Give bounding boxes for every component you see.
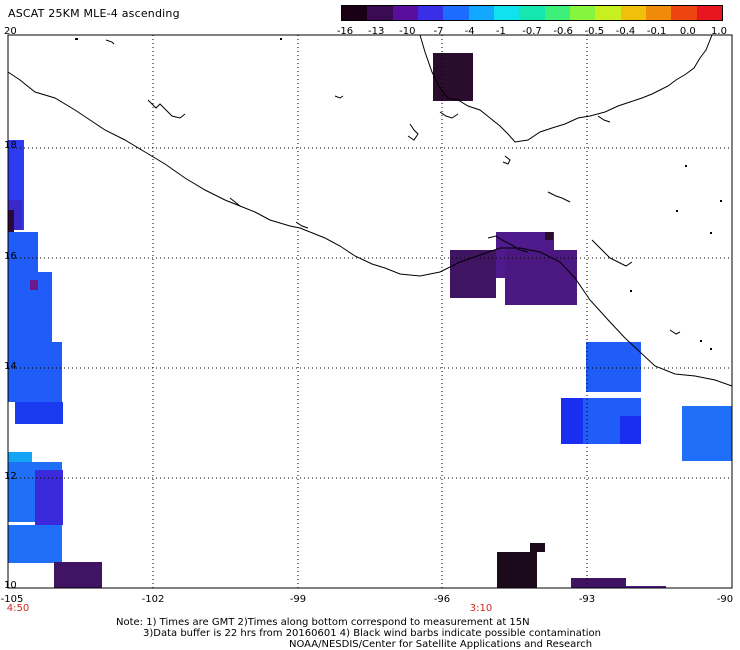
note-line-1: Note: 1) Times are GMT 2)Times along bot…	[116, 617, 530, 628]
color-bar-segment	[392, 6, 419, 20]
swath-cell	[54, 562, 102, 588]
swath-cell	[620, 416, 641, 444]
swath-cell	[15, 402, 63, 424]
color-bar-label: -0.6	[553, 26, 573, 37]
color-bar	[341, 5, 723, 21]
lon-label-93: -93	[578, 594, 596, 605]
map-title: ASCAT 25KM MLE-4 ascending	[8, 7, 180, 20]
swath-cell	[682, 406, 732, 461]
color-bar-segment	[570, 6, 596, 20]
lat-label-10: 10	[4, 580, 17, 591]
color-bar-label: -16	[336, 26, 354, 37]
swath-cell	[8, 210, 14, 232]
color-bar-segment	[418, 6, 444, 20]
plot-frame	[7, 34, 733, 589]
swath-cell	[505, 250, 577, 305]
swath-cell	[497, 552, 537, 588]
lon-label-96: -96	[433, 594, 451, 605]
lon-label-90: -90	[716, 594, 734, 605]
swath-cell	[626, 586, 666, 588]
color-bar-label: -0.5	[584, 26, 605, 37]
scatterometer-swaths	[8, 53, 732, 588]
swath-cell	[8, 342, 62, 402]
swath-cell	[8, 232, 38, 272]
color-bar-label: -10	[399, 26, 416, 37]
color-bar-segment	[443, 6, 470, 20]
color-bar-label: -0.4	[615, 26, 636, 37]
lat-label-20: 20	[4, 26, 17, 37]
color-bar-label: -7	[433, 26, 444, 37]
color-bar-segment	[342, 6, 368, 20]
color-bar-segment	[519, 6, 546, 20]
color-bar-segment	[671, 6, 698, 20]
note-line-3: NOAA/NESDIS/Center for Satellite Applica…	[289, 639, 593, 650]
swath-cell	[30, 280, 38, 290]
color-bar-segment	[494, 6, 520, 20]
swath-cell	[35, 470, 63, 525]
time-label-left: 4:50	[6, 603, 30, 614]
color-bar-label: -0.1	[646, 26, 667, 37]
lon-label-102: -102	[141, 594, 165, 605]
color-bar-segment	[544, 6, 571, 20]
graticule	[8, 35, 732, 588]
color-bar-label: -0.7	[522, 26, 542, 37]
swath-cell	[545, 232, 553, 240]
color-bar-segment	[646, 6, 672, 20]
color-bar-label: 0.0	[679, 26, 696, 37]
swath-cell	[571, 578, 626, 588]
swath-cell	[586, 342, 641, 392]
lon-label-99: -99	[289, 594, 307, 605]
lon-label-105: -105	[0, 594, 24, 605]
lat-label-18: 18	[4, 140, 17, 151]
color-bar-label: -4	[464, 26, 475, 37]
lat-label-14: 14	[4, 361, 17, 372]
color-bar-label: -13	[367, 26, 385, 37]
color-bar-segment	[620, 6, 647, 20]
color-bar-segment	[696, 6, 723, 20]
swath-cell	[8, 525, 62, 563]
lat-label-12: 12	[4, 471, 17, 482]
coastline	[7, 34, 733, 387]
color-bar-segment	[468, 6, 495, 20]
color-bar-label: 1.0	[711, 26, 727, 37]
color-bar-label: -1	[495, 26, 506, 37]
color-bar-segment	[367, 6, 394, 20]
note-line-2: 3)Data buffer is 22 hrs from 20160601 4)…	[143, 628, 601, 639]
swath-cell	[433, 53, 473, 101]
swath-cell	[530, 543, 545, 552]
color-bar-segment	[595, 6, 622, 20]
lat-label-16: 16	[4, 251, 17, 262]
time-label-center: 3:10	[469, 603, 493, 614]
swath-cell	[561, 398, 583, 444]
islands	[75, 38, 722, 350]
